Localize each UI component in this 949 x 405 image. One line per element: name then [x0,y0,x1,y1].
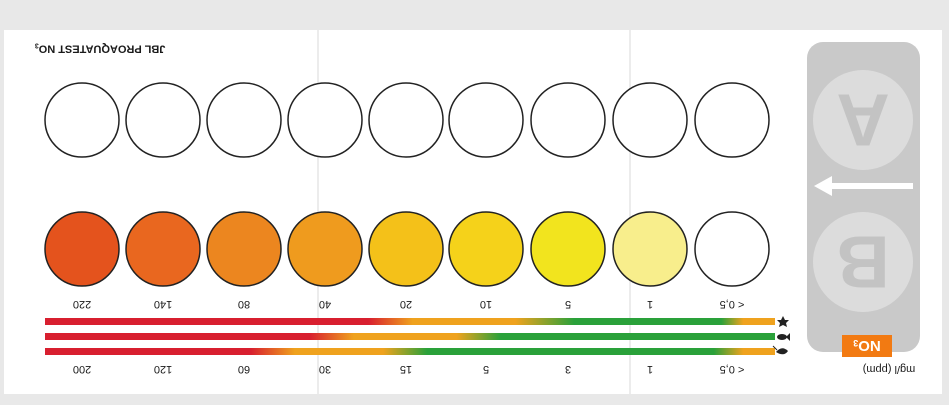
top-scale-label: 5 [565,298,571,310]
bottom-scale-label: 3 [565,363,571,375]
bottom-scale-label: 5 [483,363,489,375]
empty-circle [368,82,444,158]
b-circle [813,212,913,312]
bottom-scale-labels: < 0,5 1 3 5 15 30 60 120 200 [73,363,745,375]
color-swatch [530,211,606,287]
top-scale-label: 1 [647,298,653,310]
swatch-row [44,211,770,287]
fish-icon [777,333,790,341]
top-scale-label: 10 [480,298,492,310]
color-swatch [44,211,120,287]
color-swatch [206,211,282,287]
top-scale-label: 20 [400,298,412,310]
empty-circle [206,82,282,158]
star-icon [777,316,789,327]
bar-shrimp [45,348,775,355]
bar-fish [45,333,775,340]
a-circle [813,70,913,170]
color-swatch [368,211,444,287]
bottom-scale-label: 15 [400,363,412,375]
top-scale-label: 40 [319,298,331,310]
unit-label: mg/l (ppm) [863,363,916,375]
color-swatch [125,211,201,287]
color-swatch [612,211,688,287]
top-scale-label: 80 [238,298,250,310]
bottom-scale-label: 1 [647,363,653,375]
shrimp-icon [772,345,788,355]
color-swatch [287,211,363,287]
empty-circle [448,82,524,158]
top-scale-label: 140 [154,298,172,310]
brand-title: JBL PROAQUATEST NO3 [35,42,166,55]
top-scale-label: < 0,5 [720,298,745,310]
empty-circle [287,82,363,158]
arrow-left-icon [814,176,913,196]
empty-circle [530,82,606,158]
color-swatch [694,211,770,287]
bottom-scale-label: 60 [238,363,250,375]
empty-circle-row [44,82,770,158]
top-scale-label: 220 [73,298,91,310]
parameter-badge [842,335,892,357]
bottom-scale-label: 120 [154,363,172,375]
empty-circle [125,82,201,158]
b-letter: B [836,221,889,304]
empty-circle [612,82,688,158]
bottom-scale-label: 200 [73,363,91,375]
bottom-scale-label: < 0,5 [720,363,745,375]
top-scale-labels: < 0,5 1 5 10 20 40 80 140 220 [73,298,745,310]
color-swatch [448,211,524,287]
a-letter: A [836,79,889,162]
bottom-scale-label: 30 [319,363,331,375]
empty-circle [44,82,120,158]
bar-star [45,318,775,325]
parameter-label: NO3 [853,338,881,355]
empty-circle [694,82,770,158]
